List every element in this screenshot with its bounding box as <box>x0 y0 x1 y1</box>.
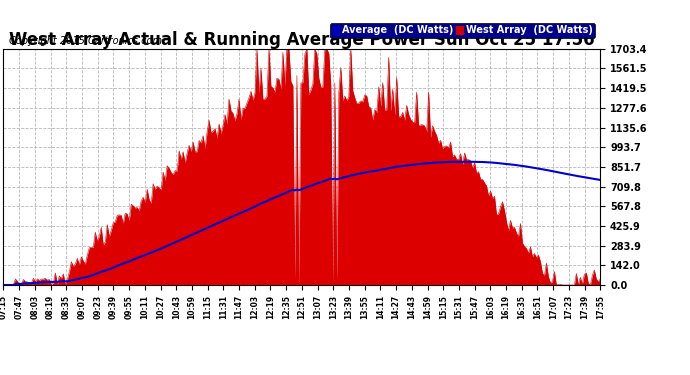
Title: West Array Actual & Running Average Power Sun Oct 25 17:56: West Array Actual & Running Average Powe… <box>9 31 595 49</box>
Legend: Average  (DC Watts), West Array  (DC Watts): Average (DC Watts), West Array (DC Watts… <box>330 23 595 38</box>
Text: Copyright 2015 Cartronics.com: Copyright 2015 Cartronics.com <box>10 36 162 46</box>
